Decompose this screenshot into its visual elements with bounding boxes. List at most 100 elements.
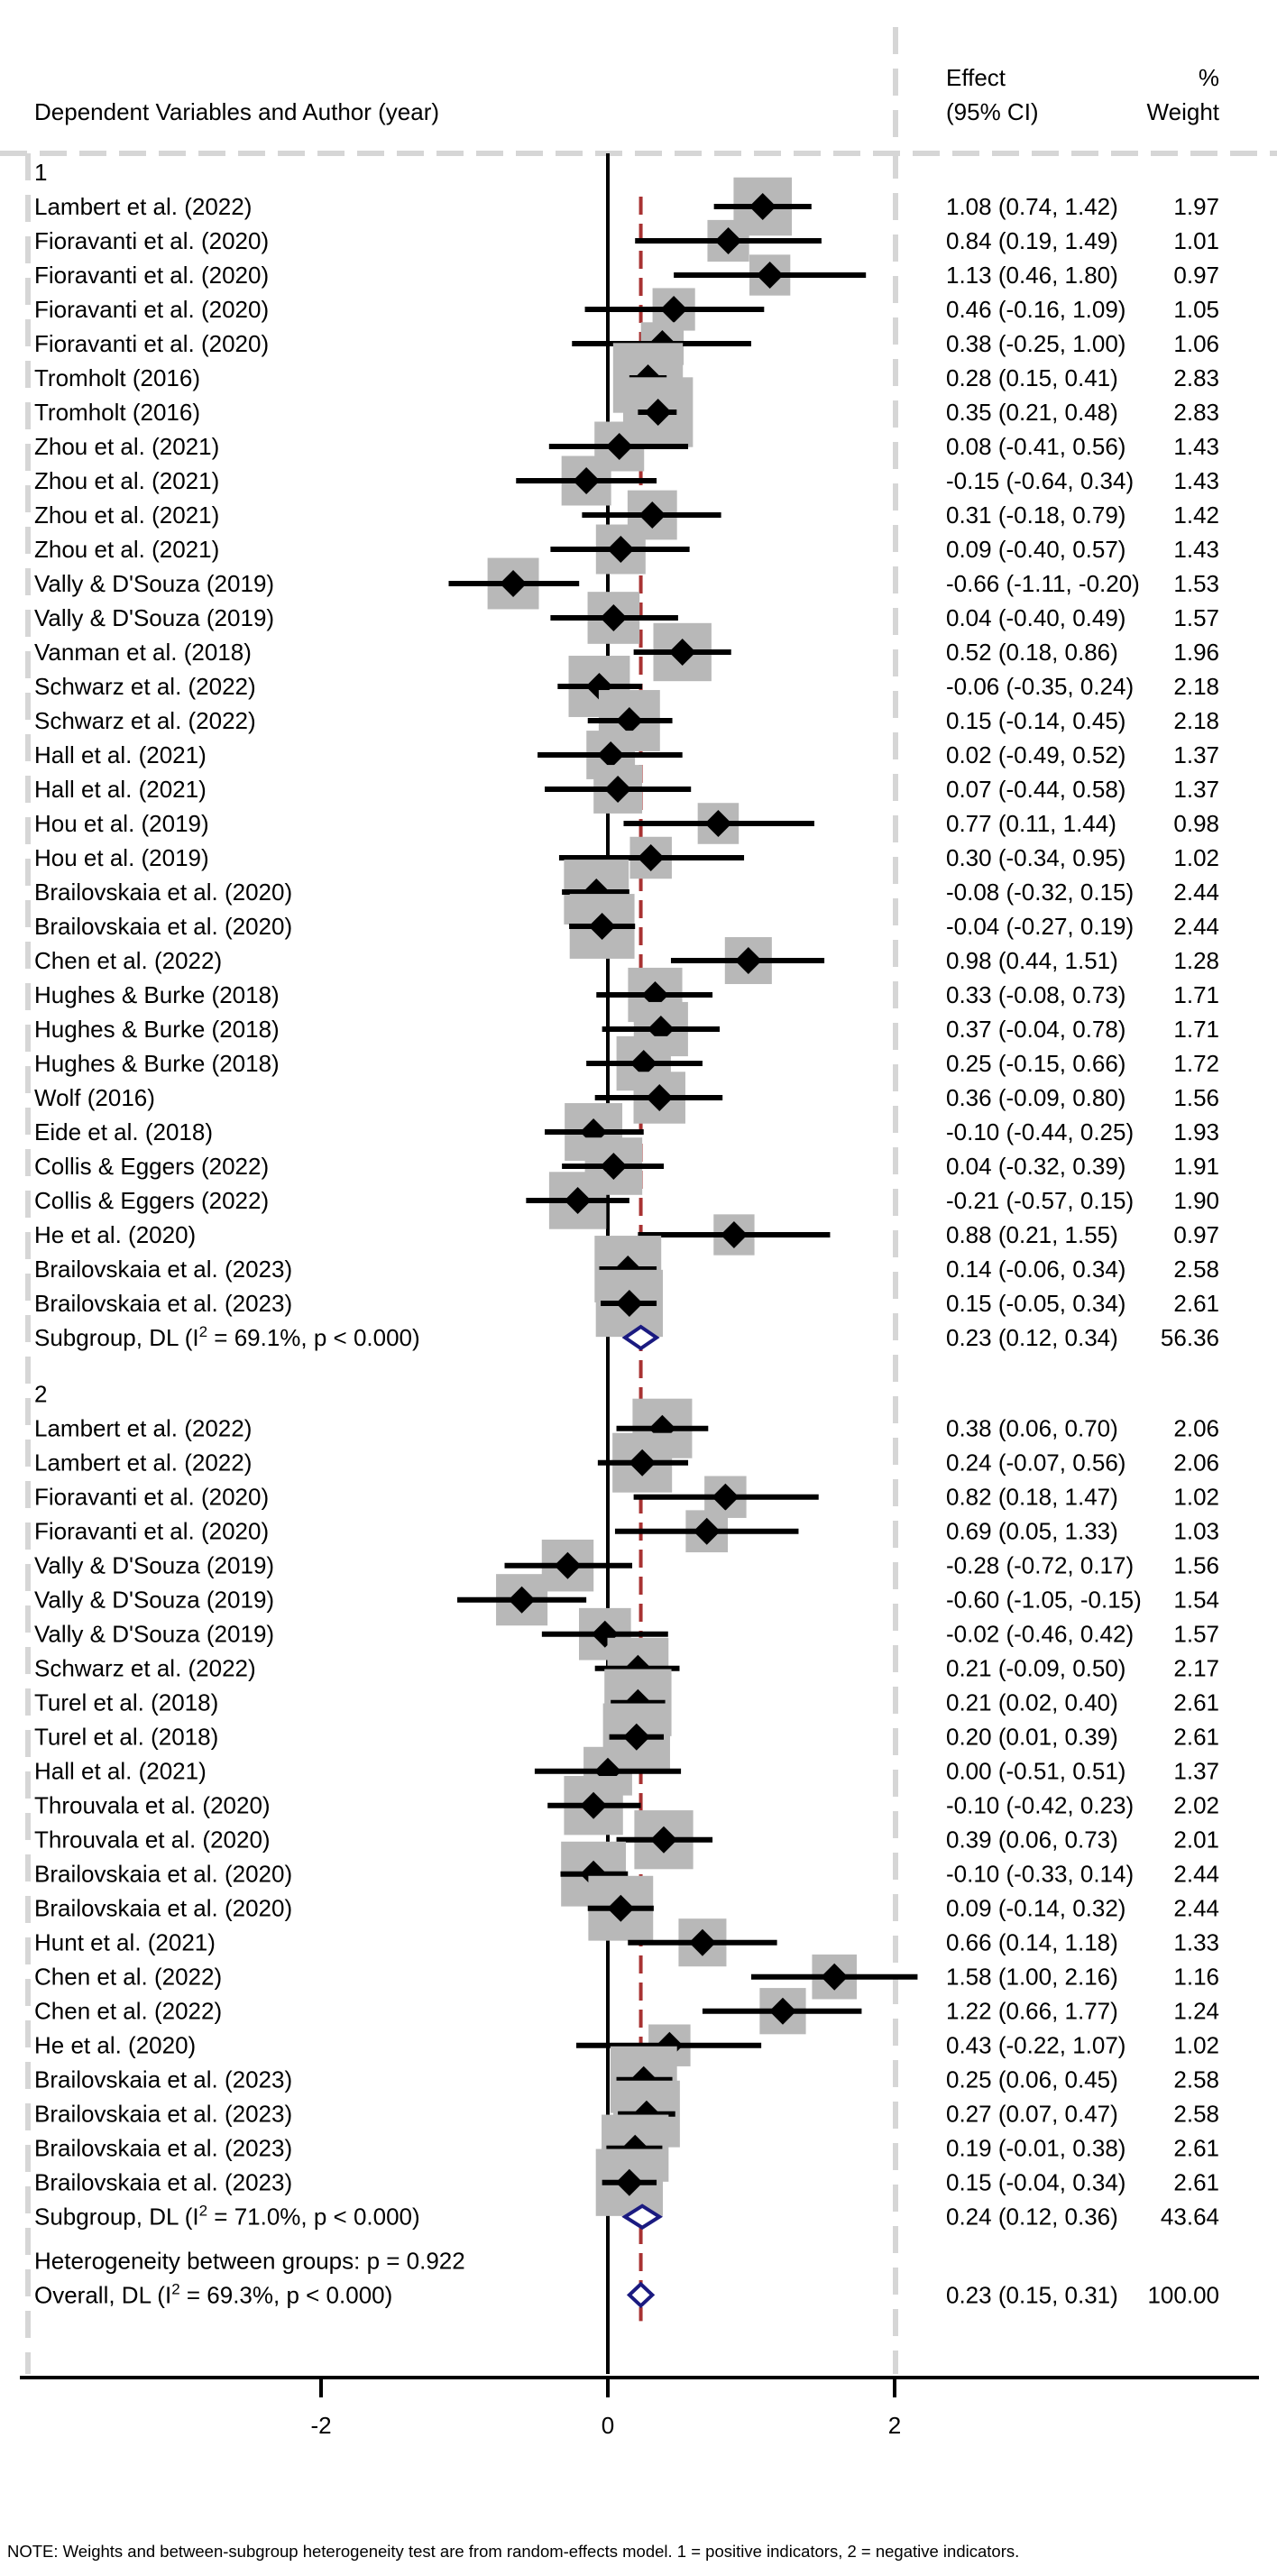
study-weight: 1.57: [1173, 604, 1219, 631]
study-label: Chen et al. (2022): [34, 947, 222, 974]
study-weight: 1.16: [1173, 1964, 1219, 1991]
point-estimate-marker: [646, 1084, 674, 1111]
study-label: Collis & Eggers (2022): [34, 1187, 269, 1214]
study-label: Hunt et al. (2021): [34, 1929, 216, 1956]
study-label: Brailovskaia et al. (2023): [34, 2169, 292, 2196]
study-weight: 2.06: [1173, 1449, 1219, 1477]
subgroup-weight: 56.36: [1161, 1324, 1219, 1351]
study-label: Vanman et al. (2018): [34, 639, 252, 666]
study-weight: 2.58: [1173, 2066, 1219, 2093]
study-weight: 1.57: [1173, 1621, 1219, 1648]
point-estimate-marker: [607, 1894, 635, 1922]
study-effect-ci: 0.21 (-0.09, 0.50): [946, 1655, 1125, 1682]
point-estimate-marker: [756, 262, 784, 289]
point-estimate-marker: [768, 1997, 796, 2025]
footnote: NOTE: Weights and between-subgroup heter…: [7, 2542, 1019, 2561]
point-estimate-marker: [660, 296, 688, 323]
study-label: Chen et al. (2022): [34, 1998, 222, 2025]
study-weight: 1.96: [1173, 639, 1219, 666]
study-weight: 1.53: [1173, 570, 1219, 597]
study-label: Vally & D'Souza (2019): [34, 1587, 274, 1614]
point-estimate-marker: [734, 947, 762, 974]
study-label: Lambert et al. (2022): [34, 193, 252, 220]
study-effect-ci: -0.28 (-0.72, 0.17): [946, 1552, 1134, 1579]
point-estimate-marker: [638, 501, 666, 529]
study-effect-ci: 0.38 (-0.25, 1.00): [946, 330, 1125, 357]
header-ci: (95% CI): [946, 98, 1039, 125]
study-effect-ci: -0.15 (-0.64, 0.34): [946, 467, 1134, 494]
study-effect-ci: 0.14 (-0.06, 0.34): [946, 1256, 1125, 1283]
point-estimate-marker: [573, 467, 601, 494]
point-estimate-marker: [605, 433, 633, 460]
study-effect-ci: -0.08 (-0.32, 0.15): [946, 879, 1134, 906]
point-estimate-marker: [564, 1187, 592, 1214]
study-label: Turel et al. (2018): [34, 1689, 218, 1716]
point-estimate-marker: [712, 1483, 740, 1511]
study-label: Brailovskaia et al. (2023): [34, 1290, 292, 1317]
study-weight: 1.90: [1173, 1187, 1219, 1214]
point-estimate-marker: [588, 913, 616, 940]
study-weight: 1.72: [1173, 1050, 1219, 1077]
subgroup-diamond: [621, 1324, 660, 1351]
study-effect-ci: -0.10 (-0.33, 0.14): [946, 1861, 1134, 1888]
study-weight: 0.98: [1173, 810, 1219, 837]
study-weight: 1.71: [1173, 1016, 1219, 1043]
heterogeneity-text: Heterogeneity between groups: p = 0.922: [34, 2247, 465, 2274]
study-label: Lambert et al. (2022): [34, 1415, 252, 1442]
study-weight: 1.42: [1173, 501, 1219, 529]
study-effect-ci: 0.33 (-0.08, 0.73): [946, 981, 1125, 1008]
point-estimate-marker: [615, 2168, 643, 2196]
x-tick-label: 2: [888, 2412, 901, 2439]
study-weight: 1.43: [1173, 536, 1219, 563]
study-label: Schwarz et al. (2022): [34, 707, 256, 734]
subgroup-weight: 43.64: [1161, 2203, 1219, 2231]
point-estimate-marker: [821, 1963, 849, 1991]
study-effect-ci: 0.88 (0.21, 1.55): [946, 1221, 1118, 1248]
study-label: Brailovskaia et al. (2023): [34, 2101, 292, 2128]
study-label: Zhou et al. (2021): [34, 433, 219, 460]
study-weight: 0.97: [1173, 1221, 1219, 1248]
study-label: Hall et al. (2021): [34, 1758, 207, 1785]
study-weight: 2.44: [1173, 879, 1219, 906]
study-effect-ci: 0.30 (-0.34, 0.95): [946, 844, 1125, 871]
study-label: Fioravanti et al. (2020): [34, 330, 269, 357]
point-estimate-marker: [622, 1723, 650, 1751]
header-pct: %: [1199, 64, 1219, 91]
point-estimate-marker: [597, 741, 625, 768]
study-effect-ci: 1.08 (0.74, 1.42): [946, 193, 1118, 220]
study-weight: 1.91: [1173, 1153, 1219, 1180]
study-effect-ci: 0.98 (0.44, 1.51): [946, 947, 1118, 974]
study-label: Hughes & Burke (2018): [34, 1016, 280, 1043]
study-label: Hou et al. (2019): [34, 810, 209, 837]
study-label: Eide et al. (2018): [34, 1118, 213, 1145]
study-label: Throuvala et al. (2020): [34, 1826, 271, 1854]
study-label: He et al. (2020): [34, 2032, 196, 2059]
study-effect-ci: -0.02 (-0.46, 0.42): [946, 1621, 1134, 1648]
study-weight: 1.54: [1173, 1587, 1219, 1614]
study-effect-ci: 0.15 (-0.05, 0.34): [946, 1290, 1125, 1317]
overall-effect-ci: 0.23 (0.15, 0.31): [946, 2281, 1118, 2308]
study-label: Collis & Eggers (2022): [34, 1153, 269, 1180]
study-effect-ci: 0.36 (-0.09, 0.80): [946, 1084, 1125, 1111]
point-estimate-marker: [714, 227, 742, 254]
point-estimate-marker: [604, 776, 632, 803]
study-weight: 2.61: [1173, 1724, 1219, 1751]
point-estimate-marker: [615, 707, 643, 734]
study-label: Lambert et al. (2022): [34, 1449, 252, 1477]
study-effect-ci: 0.09 (-0.40, 0.57): [946, 536, 1125, 563]
study-weight: 1.56: [1173, 1552, 1219, 1579]
study-label: Fioravanti et al. (2020): [34, 262, 269, 289]
x-tick-label: 0: [602, 2412, 614, 2439]
point-estimate-marker: [600, 1153, 628, 1180]
study-effect-ci: 0.07 (-0.44, 0.58): [946, 776, 1125, 803]
study-weight: 2.61: [1173, 1689, 1219, 1716]
study-weight: 2.44: [1173, 913, 1219, 940]
subgroup-effect-ci: 0.24 (0.12, 0.36): [946, 2203, 1118, 2231]
study-effect-ci: 0.46 (-0.16, 1.09): [946, 296, 1125, 323]
study-weight: 1.02: [1173, 844, 1219, 871]
point-estimate-marker: [508, 1586, 536, 1614]
study-weight: 1.43: [1173, 433, 1219, 460]
study-effect-ci: 0.39 (0.06, 0.73): [946, 1826, 1118, 1854]
study-weight: 2.17: [1173, 1655, 1219, 1682]
study-label: Hughes & Burke (2018): [34, 981, 280, 1008]
